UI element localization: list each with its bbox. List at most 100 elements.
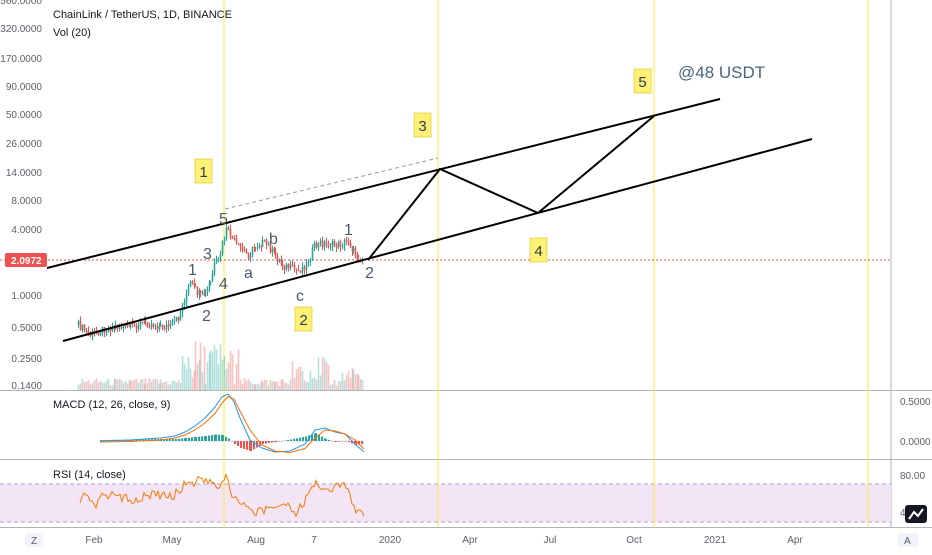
volume-bar xyxy=(311,378,314,390)
macd-histogram-bar xyxy=(275,441,277,442)
macd-histogram-bar xyxy=(166,439,168,441)
candle-body xyxy=(206,288,209,293)
volume-bar xyxy=(137,382,140,390)
candle-body xyxy=(249,254,252,259)
macd-histogram-bar xyxy=(237,441,239,446)
volume-bar xyxy=(225,368,228,390)
candle-body xyxy=(337,241,340,248)
time-axis-tick: Aug xyxy=(247,535,265,546)
volume-bar xyxy=(263,379,266,390)
zoom-toggle-button[interactable]: Z xyxy=(25,533,43,547)
wave-box-2[interactable]: 2 xyxy=(294,306,313,332)
volume-bar xyxy=(278,385,281,390)
price-axis-tick: 14.0000 xyxy=(6,168,43,179)
forecast-path[interactable] xyxy=(367,115,655,261)
volume-bar xyxy=(128,380,131,390)
auto-scale-button[interactable]: A xyxy=(898,533,918,547)
candle-body xyxy=(148,326,151,328)
volume-legend[interactable]: Vol (20) xyxy=(53,27,91,39)
volume-bar xyxy=(131,380,134,390)
candle-body xyxy=(204,292,207,296)
wave-box-5[interactable]: 5 xyxy=(633,68,652,94)
candle-body xyxy=(349,242,352,247)
candle-body xyxy=(135,325,138,329)
time-axis[interactable]: Feb May Aug 7 2020 Apr Jul Oct 2021 Apr xyxy=(85,535,803,546)
volume-bar xyxy=(307,382,310,390)
candle-body xyxy=(285,264,288,270)
candle-body xyxy=(152,323,155,327)
volume-bar xyxy=(159,379,162,390)
macd-histogram-bar xyxy=(355,441,357,445)
macd-legend[interactable]: MACD (12, 26, close, 9) xyxy=(53,399,170,411)
volume-bars xyxy=(77,341,364,390)
time-axis-tick: 2020 xyxy=(379,535,402,546)
volume-bar xyxy=(77,384,80,390)
candle-body xyxy=(233,238,236,240)
volume-bar xyxy=(223,355,226,390)
volume-bar xyxy=(133,379,136,390)
candle-body xyxy=(185,294,188,303)
volume-bar xyxy=(158,383,161,390)
elliott-boxes[interactable]: 1 2 3 4 5 xyxy=(194,68,652,332)
time-axis-tick: Apr xyxy=(462,535,478,546)
candle-body xyxy=(331,240,334,247)
volume-bar xyxy=(171,380,174,390)
volume-bar xyxy=(352,369,355,390)
channel-upper-line[interactable] xyxy=(46,98,721,269)
channel-drawing[interactable] xyxy=(46,98,813,342)
candle-body xyxy=(297,269,300,271)
candle-body xyxy=(305,262,308,270)
macd-histogram-bar xyxy=(290,439,292,441)
volume-bar xyxy=(167,384,170,390)
macd-axis[interactable]: 0.5000 0.0000 xyxy=(900,397,931,448)
candle-body xyxy=(165,324,168,329)
symbol-legend[interactable]: ChainLink / TetherUS, 1D, BINANCE xyxy=(53,9,232,21)
price-axis-tick: 4.0000 xyxy=(11,225,42,236)
candle-body xyxy=(171,320,174,324)
candle-body xyxy=(231,237,234,239)
svg-text:Z: Z xyxy=(31,536,37,547)
candle-body xyxy=(325,241,328,244)
channel-lower-line[interactable] xyxy=(62,138,813,342)
volume-bar xyxy=(251,384,254,390)
candle-body xyxy=(254,247,257,249)
candle-body xyxy=(87,330,90,333)
candle-body xyxy=(122,326,125,329)
volume-bar xyxy=(118,378,121,390)
volume-bar xyxy=(187,356,190,390)
volume-bar xyxy=(101,382,104,390)
candle-body xyxy=(343,240,346,247)
volume-bar xyxy=(152,378,155,390)
volume-bar xyxy=(261,381,264,390)
candle-body xyxy=(253,246,256,248)
volume-bar xyxy=(267,384,270,390)
candle-body xyxy=(291,264,294,266)
price-axis[interactable]: 560.0000 320.0000 170.0000 90.0000 50.0000 26… xyxy=(0,0,42,392)
wave-box-3[interactable]: 3 xyxy=(413,112,432,138)
volume-bar xyxy=(173,380,176,390)
candle-body xyxy=(341,246,344,248)
time-axis-tick: 7 xyxy=(311,535,317,546)
candle-body xyxy=(276,255,279,262)
rsi-legend[interactable]: RSI (14, close) xyxy=(53,469,126,481)
macd-histogram-bar xyxy=(191,437,193,441)
macd-axis-tick: 0.5000 xyxy=(900,397,931,408)
volume-bar xyxy=(203,346,206,390)
wave-labels: 1 2 3 4 5 a b c 1 2 xyxy=(188,211,374,325)
candle-body xyxy=(225,227,228,239)
volume-bar xyxy=(85,381,88,390)
wave-box-4[interactable]: 4 xyxy=(529,237,548,263)
volume-bar xyxy=(211,351,214,390)
volume-bar xyxy=(129,380,132,390)
candle-body xyxy=(258,246,261,248)
macd-histogram-bar xyxy=(240,441,242,448)
macd-histogram-bar xyxy=(211,435,213,441)
candle-body xyxy=(209,280,212,284)
wave-label-3: 3 xyxy=(203,246,212,263)
candle-body xyxy=(278,259,281,262)
macd-histogram-bar xyxy=(361,441,363,445)
macd-histogram-bar xyxy=(331,440,333,442)
wave-box-1[interactable]: 1 xyxy=(194,158,213,184)
macd-histogram-bar xyxy=(335,441,337,442)
